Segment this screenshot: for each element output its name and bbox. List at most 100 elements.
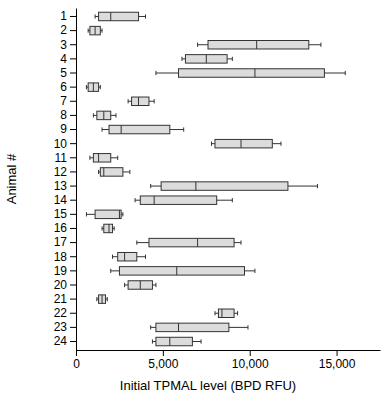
whisker-cap-max (247, 325, 248, 329)
y-axis-title: Animal # (4, 153, 19, 204)
whisker-cap-max (155, 283, 156, 287)
y-tick-mark (70, 270, 76, 271)
box-plot (137, 238, 241, 246)
y-tick: 23 (54, 320, 76, 334)
box-plot (93, 111, 116, 119)
whisker-cap-max (254, 269, 255, 273)
whisker-cap-min (93, 113, 94, 117)
median (124, 252, 125, 260)
y-tick-label: 7 (60, 94, 67, 108)
median (103, 111, 104, 119)
median (195, 182, 196, 190)
y-tick-label: 19 (54, 264, 68, 278)
y-tick-mark (70, 284, 76, 285)
y-tick-label: 22 (54, 306, 68, 320)
box-plot (215, 309, 238, 317)
whisker-cap-max (280, 142, 281, 146)
whisker-cap-min (102, 226, 103, 230)
whisker-cap-max (145, 255, 146, 259)
x-tick-label: 15,000 (319, 357, 356, 371)
y-tick-mark (70, 115, 76, 116)
box-plot (86, 83, 100, 91)
y-tick-mark (70, 256, 76, 257)
median (103, 168, 104, 176)
whisker-cap-min (152, 339, 153, 343)
whisker-cap-min (197, 43, 198, 47)
median (254, 69, 255, 77)
y-tick: 2 (60, 23, 76, 37)
box-plot (135, 196, 232, 204)
whisker-cap-max (232, 57, 233, 61)
median (93, 83, 94, 91)
whisker-cap-min (98, 170, 99, 174)
y-tick-mark (70, 228, 76, 229)
y-tick-label: 21 (54, 292, 68, 306)
whisker-cap-min (86, 85, 87, 89)
box (149, 238, 234, 246)
y-tick: 15 (54, 207, 76, 221)
y-tick-label: 6 (60, 80, 67, 94)
y-tick-mark (70, 73, 76, 74)
y-tick-mark (70, 214, 76, 215)
whisker-cap-min (124, 283, 125, 287)
y-tick-label: 10 (54, 137, 68, 151)
y-tick-mark (70, 30, 76, 31)
y-tick-label: 15 (54, 207, 68, 221)
y-tick-label: 17 (54, 235, 68, 249)
whisker-cap-min (102, 127, 103, 131)
box-plot (211, 139, 280, 147)
whisker-cap-min (89, 156, 90, 160)
box (156, 337, 192, 345)
y-tick: 11 (55, 151, 76, 165)
y-tick-mark (70, 87, 76, 88)
median (98, 154, 99, 162)
whisker-cap-max (129, 170, 130, 174)
box-plot (111, 267, 255, 275)
box (156, 323, 229, 331)
whisker-cap-min (150, 325, 151, 329)
box-plot (97, 295, 107, 303)
median (176, 267, 177, 275)
y-tick-mark (70, 58, 76, 59)
y-tick-mark (70, 157, 76, 158)
box-plot (151, 323, 248, 331)
y-tick: 5 (60, 66, 76, 80)
x-tick-label: 5,000 (148, 357, 178, 371)
box-plot (152, 337, 201, 345)
y-tick: 20 (54, 278, 76, 292)
box (128, 281, 152, 289)
box-plot (128, 97, 154, 105)
box (185, 55, 227, 63)
y-tick-mark (70, 242, 76, 243)
y-tick: 16 (54, 221, 76, 235)
box-plot (125, 281, 156, 289)
box (99, 295, 106, 303)
median (109, 224, 110, 232)
whisker-cap-max (145, 14, 146, 18)
whisker-cap-max (115, 113, 116, 117)
y-tick: 7 (60, 94, 76, 108)
y-tick-label: 3 (60, 38, 67, 52)
x-tick: 10,000 (232, 350, 269, 371)
y-tick-mark (70, 327, 76, 328)
x-axis-line (77, 350, 381, 351)
x-tick-mark (163, 350, 164, 356)
y-tick: 21 (54, 292, 76, 306)
box-plot (198, 41, 321, 49)
x-tick: 15,000 (319, 350, 356, 371)
x-tick-label: 10,000 (232, 357, 269, 371)
y-tick-label: 2 (60, 23, 67, 37)
box (104, 224, 113, 232)
y-tick-label: 16 (54, 221, 68, 235)
box (161, 182, 288, 190)
median (169, 337, 170, 345)
y-tick: 9 (60, 122, 76, 136)
whisker-cap-min (88, 28, 89, 32)
y-tick: 3 (60, 38, 76, 52)
whisker-cap-max (102, 28, 103, 32)
y-tick-mark (70, 101, 76, 102)
box (218, 309, 234, 317)
y-tick: 6 (60, 80, 76, 94)
whisker-cap-max (154, 99, 155, 103)
box-plot (102, 224, 114, 232)
